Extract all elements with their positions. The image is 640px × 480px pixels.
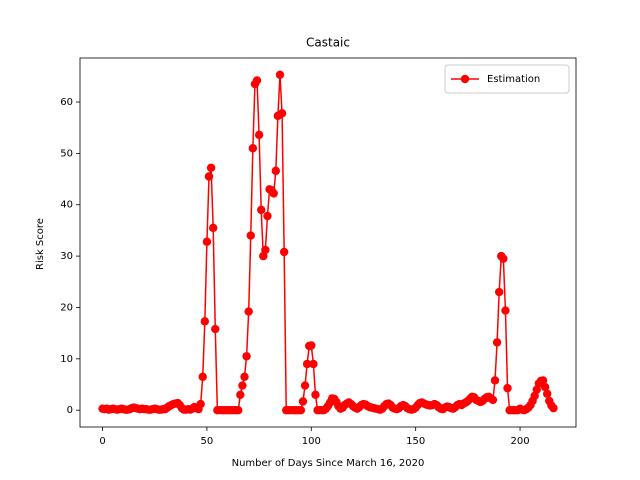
data-point bbox=[296, 406, 306, 415]
y-tick-label: 10 bbox=[60, 354, 73, 365]
data-point bbox=[202, 237, 212, 246]
data-point bbox=[538, 376, 548, 385]
y-axis-label: Risk Score bbox=[35, 218, 46, 270]
y-tick-label: 20 bbox=[60, 302, 73, 313]
data-point bbox=[302, 359, 312, 369]
legend-label: Estimation bbox=[487, 74, 540, 85]
data-point bbox=[271, 166, 281, 176]
data-point bbox=[208, 223, 218, 233]
data-point bbox=[238, 381, 247, 390]
data-point bbox=[269, 189, 278, 198]
data-point bbox=[488, 395, 498, 405]
data-point bbox=[309, 359, 318, 369]
data-point bbox=[311, 390, 320, 399]
x-tick-label: 0 bbox=[99, 436, 105, 447]
data-point bbox=[542, 389, 552, 398]
data-point bbox=[204, 172, 214, 181]
data-point bbox=[234, 406, 243, 415]
data-point bbox=[298, 397, 308, 406]
x-tick-label: 50 bbox=[201, 436, 214, 447]
x-tick-label: 150 bbox=[406, 436, 425, 447]
data-point bbox=[275, 70, 285, 79]
data-point bbox=[279, 247, 289, 257]
chart-title: Castaic bbox=[306, 36, 350, 50]
y-tick-label: 30 bbox=[60, 251, 73, 262]
legend-marker bbox=[460, 74, 470, 84]
data-point bbox=[248, 144, 258, 153]
x-tick-label: 200 bbox=[511, 436, 530, 447]
data-point bbox=[236, 390, 245, 399]
data-point bbox=[256, 205, 266, 215]
data-point bbox=[494, 287, 504, 297]
data-point bbox=[252, 76, 262, 85]
data-point bbox=[540, 382, 550, 392]
data-point bbox=[503, 383, 512, 393]
data-point bbox=[549, 403, 558, 413]
data-point bbox=[307, 341, 316, 350]
data-point bbox=[196, 399, 205, 409]
data-point bbox=[254, 130, 264, 140]
data-point bbox=[244, 307, 253, 316]
data-point bbox=[492, 338, 502, 347]
plot-frame bbox=[79, 57, 577, 428]
data-point bbox=[499, 254, 508, 263]
data-point bbox=[490, 376, 500, 385]
data-point bbox=[246, 231, 255, 240]
data-point bbox=[206, 163, 216, 172]
legend-box bbox=[444, 64, 570, 94]
data-point bbox=[501, 306, 510, 315]
data-point bbox=[300, 381, 310, 390]
series-line bbox=[102, 74, 555, 411]
data-point bbox=[198, 372, 207, 382]
y-tick-label: 0 bbox=[67, 405, 73, 416]
x-tick-label: 100 bbox=[302, 436, 321, 447]
data-point bbox=[200, 317, 210, 326]
y-tick-label: 40 bbox=[60, 200, 73, 211]
data-point bbox=[277, 109, 287, 118]
data-point bbox=[263, 211, 272, 221]
x-axis-label: Number of Days Since March 16, 2020 bbox=[232, 458, 425, 469]
data-point bbox=[211, 324, 220, 334]
data-point bbox=[240, 372, 249, 382]
y-tick-label: 60 bbox=[60, 97, 73, 108]
data-point bbox=[261, 245, 270, 255]
y-tick-label: 50 bbox=[60, 148, 73, 159]
data-point bbox=[242, 352, 251, 361]
